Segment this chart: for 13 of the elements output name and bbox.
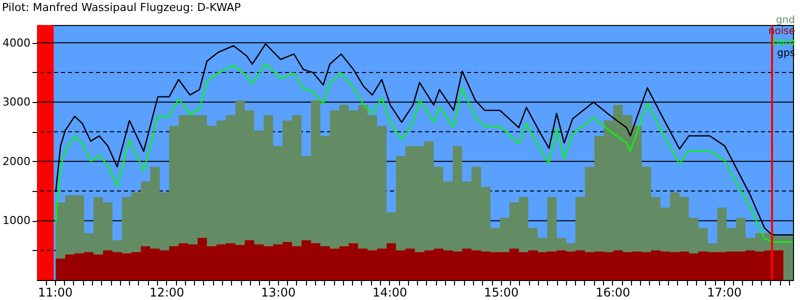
y-tick-label: 2000: [2, 154, 30, 168]
x-tick-label: 12:00: [150, 286, 184, 300]
y-tick-label: 1000: [2, 214, 30, 228]
x-tick-label: 14:00: [372, 286, 408, 300]
y-tick-label: 4000: [2, 36, 30, 50]
x-tick-label: 11:00: [38, 286, 73, 300]
y-tick-label: 3000: [2, 96, 30, 109]
x-tick-label: 13:00: [261, 286, 296, 300]
x-tick-label: 16:00: [596, 286, 630, 300]
text: gnd: [776, 15, 795, 26]
x-tick-label: 17:00: [707, 286, 742, 300]
x-tick-label: 15:00: [484, 286, 519, 300]
chart-title: Pilot: Manfred Wassipaul Flugzeug: D-KWAP: [2, 1, 242, 14]
